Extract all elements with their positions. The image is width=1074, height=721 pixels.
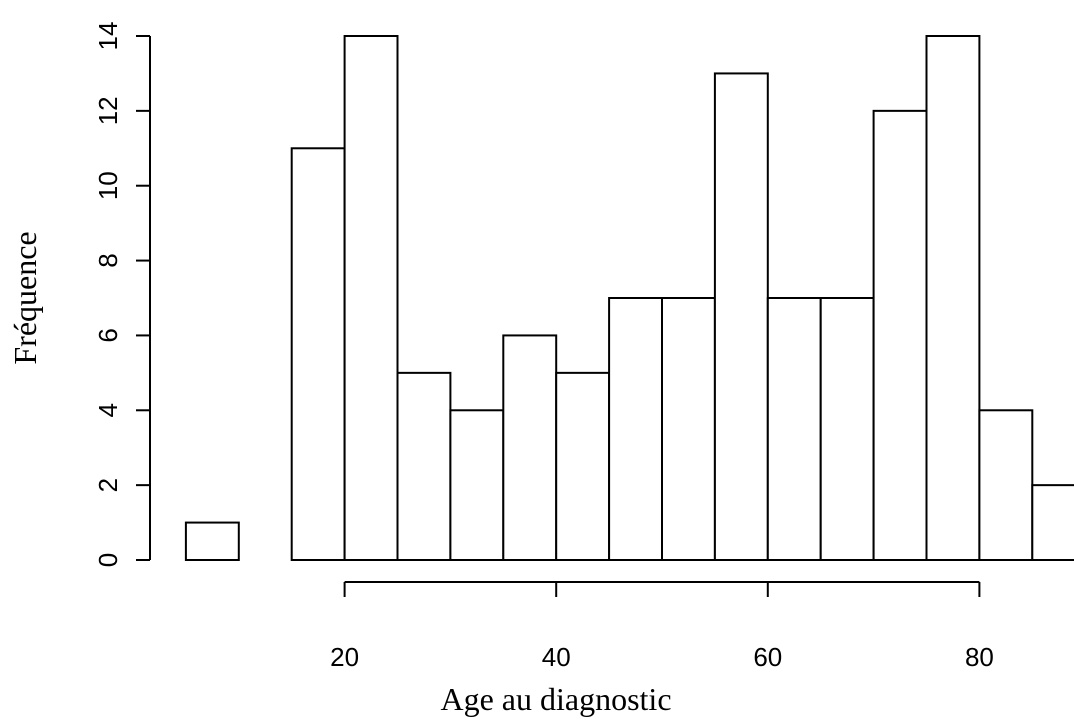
histogram-bar	[713, 72, 769, 562]
histogram-bar	[819, 297, 875, 561]
y-tick-label: 2	[93, 478, 123, 492]
y-tick-label: 6	[93, 328, 123, 342]
x-tick-label: 40	[542, 642, 571, 672]
y-axis-title: Fréquence	[7, 231, 43, 364]
histogram-bar	[449, 409, 505, 561]
x-axis-title: Age au diagnostic	[440, 681, 671, 717]
y-tick-label: 0	[93, 553, 123, 567]
histogram-bar	[184, 521, 240, 561]
y-axis: 0 2 4 6 8 10 12 14	[93, 22, 151, 567]
y-tick-label: 8	[93, 253, 123, 267]
histogram-bar	[290, 147, 346, 562]
x-tick-label: 60	[753, 642, 782, 672]
histogram-bar	[555, 371, 611, 561]
histogram-bar	[1031, 484, 1074, 561]
histogram-bar	[661, 297, 716, 561]
y-tick-label: 14	[93, 22, 123, 51]
histogram-bar	[872, 109, 928, 561]
y-tick-label: 10	[93, 171, 123, 200]
histogram-bar	[978, 409, 1034, 561]
histogram-bar	[766, 297, 822, 561]
x-tick-label: 80	[965, 642, 994, 672]
x-tick-label: 20	[330, 642, 359, 672]
histogram-bar	[608, 297, 663, 561]
y-tick-label: 12	[93, 96, 123, 125]
x-axis: 20 40 60 80	[330, 581, 994, 672]
histogram-bar	[396, 371, 452, 561]
histogram-bar	[502, 334, 558, 561]
bars-group	[184, 35, 1074, 562]
y-tick-label: 4	[93, 403, 123, 417]
histogram-bar	[925, 35, 981, 561]
histogram-bar	[343, 35, 399, 561]
